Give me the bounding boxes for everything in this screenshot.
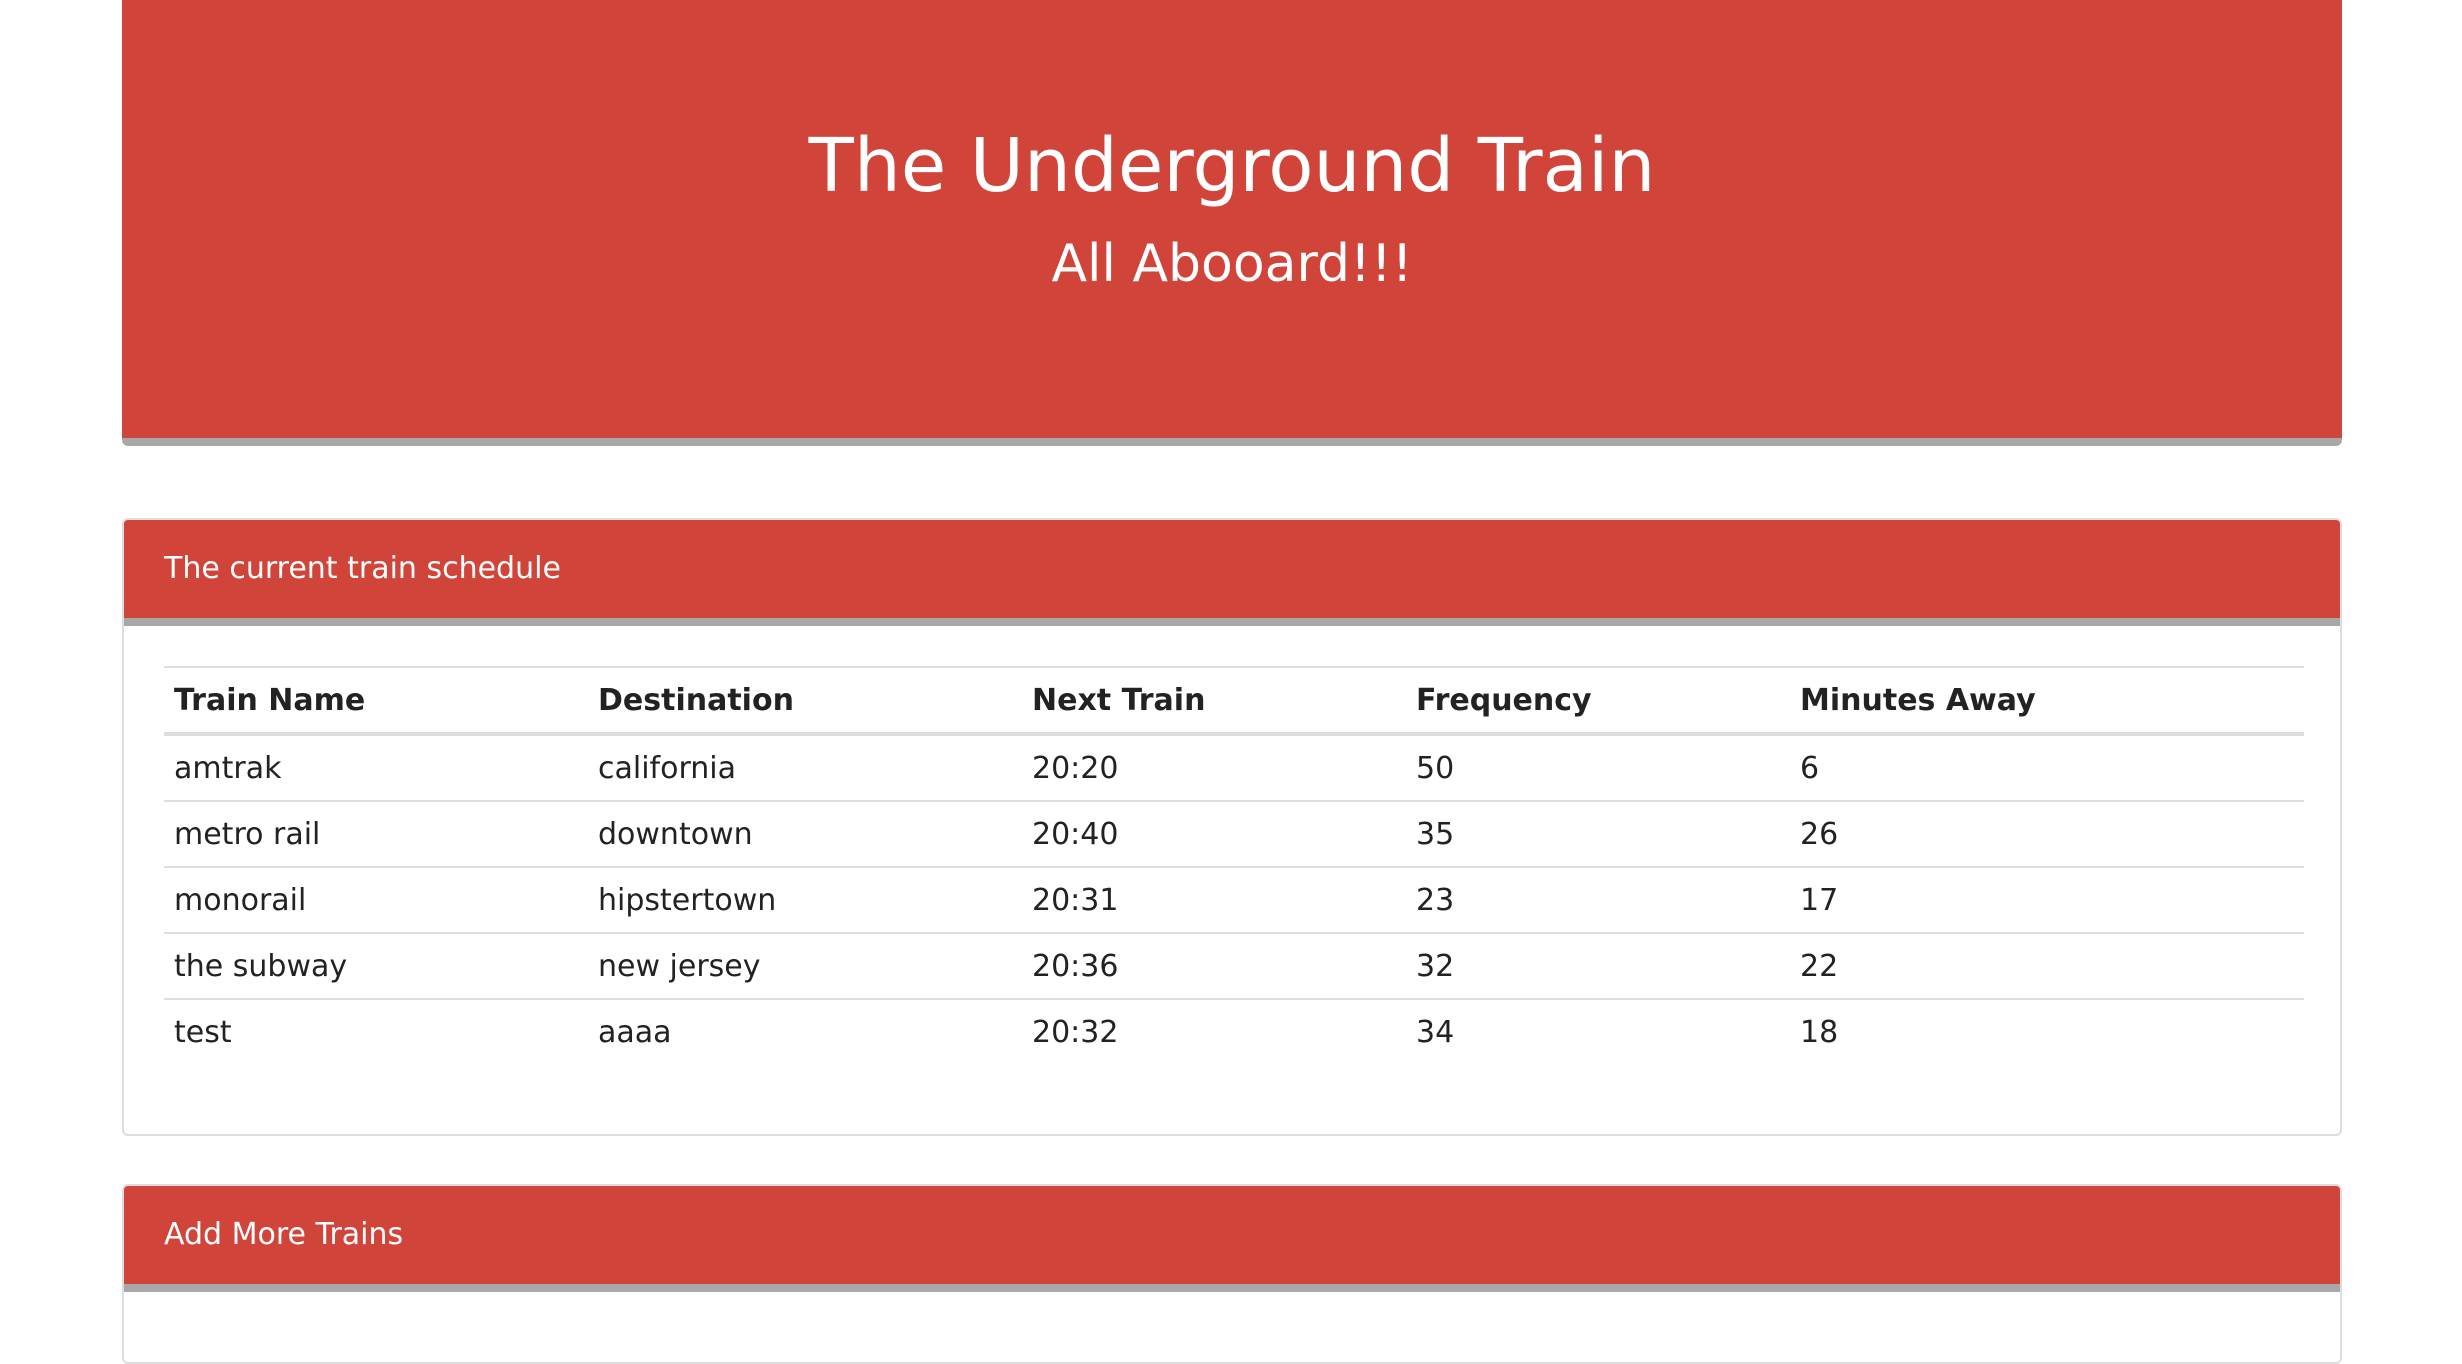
cell-train-name: monorail <box>164 866 588 933</box>
cell-train-name: metro rail <box>164 800 588 867</box>
cell-destination: aaaa <box>588 998 1022 1064</box>
table-row: monorail hipstertown 20:31 23 17 <box>164 866 2304 933</box>
page-title: The Underground Train <box>808 123 1656 209</box>
table-row: metro rail downtown 20:40 35 26 <box>164 800 2304 867</box>
schedule-panel-body: Train Name Destination Next Train Freque… <box>124 626 2340 1064</box>
cell-next-train: 20:40 <box>1022 800 1406 867</box>
table-header-row: Train Name Destination Next Train Freque… <box>164 666 2304 736</box>
add-trains-panel-heading: Add More Trains <box>124 1186 2340 1292</box>
cell-minutes-away: 6 <box>1800 750 1820 786</box>
cell-destination: hipstertown <box>588 866 1022 933</box>
cell-train-name: amtrak <box>174 750 282 786</box>
cell-destination: new jersey <box>588 932 1022 999</box>
cell-minutes-away: 22 <box>1790 932 2304 999</box>
cell-minutes-away: 17 <box>1790 866 2304 933</box>
column-header-destination: Destination <box>588 666 1022 736</box>
table-row: amtrak california 20:20 50 6 <box>164 734 2304 801</box>
column-header-train-name: Train Name <box>164 666 588 736</box>
cell-next-train: 20:31 <box>1022 866 1406 933</box>
page-container: The Underground Train All Abooard!!! The… <box>122 0 2342 1364</box>
column-header-next-train: Next Train <box>1022 666 1406 736</box>
cell-frequency: 34 <box>1406 998 1790 1064</box>
schedule-panel: The current train schedule Train Name De… <box>122 518 2342 1136</box>
cell-minutes-away: 26 <box>1790 800 2304 867</box>
column-header-minutes-away: Minutes Away <box>1790 666 2304 736</box>
cell-frequency: 50 <box>1416 750 1455 786</box>
cell-next-train: 20:36 <box>1022 932 1406 999</box>
cell-frequency: 32 <box>1406 932 1790 999</box>
cell-frequency: 35 <box>1406 800 1790 867</box>
cell-frequency: 23 <box>1406 866 1790 933</box>
cell-minutes-away: 18 <box>1790 998 2304 1064</box>
schedule-table: Train Name Destination Next Train Freque… <box>164 666 2304 1064</box>
header-banner: The Underground Train All Abooard!!! <box>122 0 2342 446</box>
add-trains-panel: Add More Trains <box>122 1184 2342 1364</box>
cell-next-train: 20:20 <box>1032 750 1119 786</box>
column-header-frequency: Frequency <box>1406 666 1790 736</box>
table-row: test aaaa 20:32 34 18 <box>164 998 2304 1064</box>
cell-destination: downtown <box>588 800 1022 867</box>
cell-destination: california <box>598 750 737 786</box>
cell-next-train: 20:32 <box>1022 998 1406 1064</box>
page-subtitle: All Abooard!!! <box>1051 234 1413 294</box>
cell-train-name: test <box>164 998 588 1064</box>
cell-train-name: the subway <box>164 932 588 999</box>
table-row: the subway new jersey 20:36 32 22 <box>164 932 2304 999</box>
schedule-panel-heading: The current train schedule <box>124 520 2340 626</box>
